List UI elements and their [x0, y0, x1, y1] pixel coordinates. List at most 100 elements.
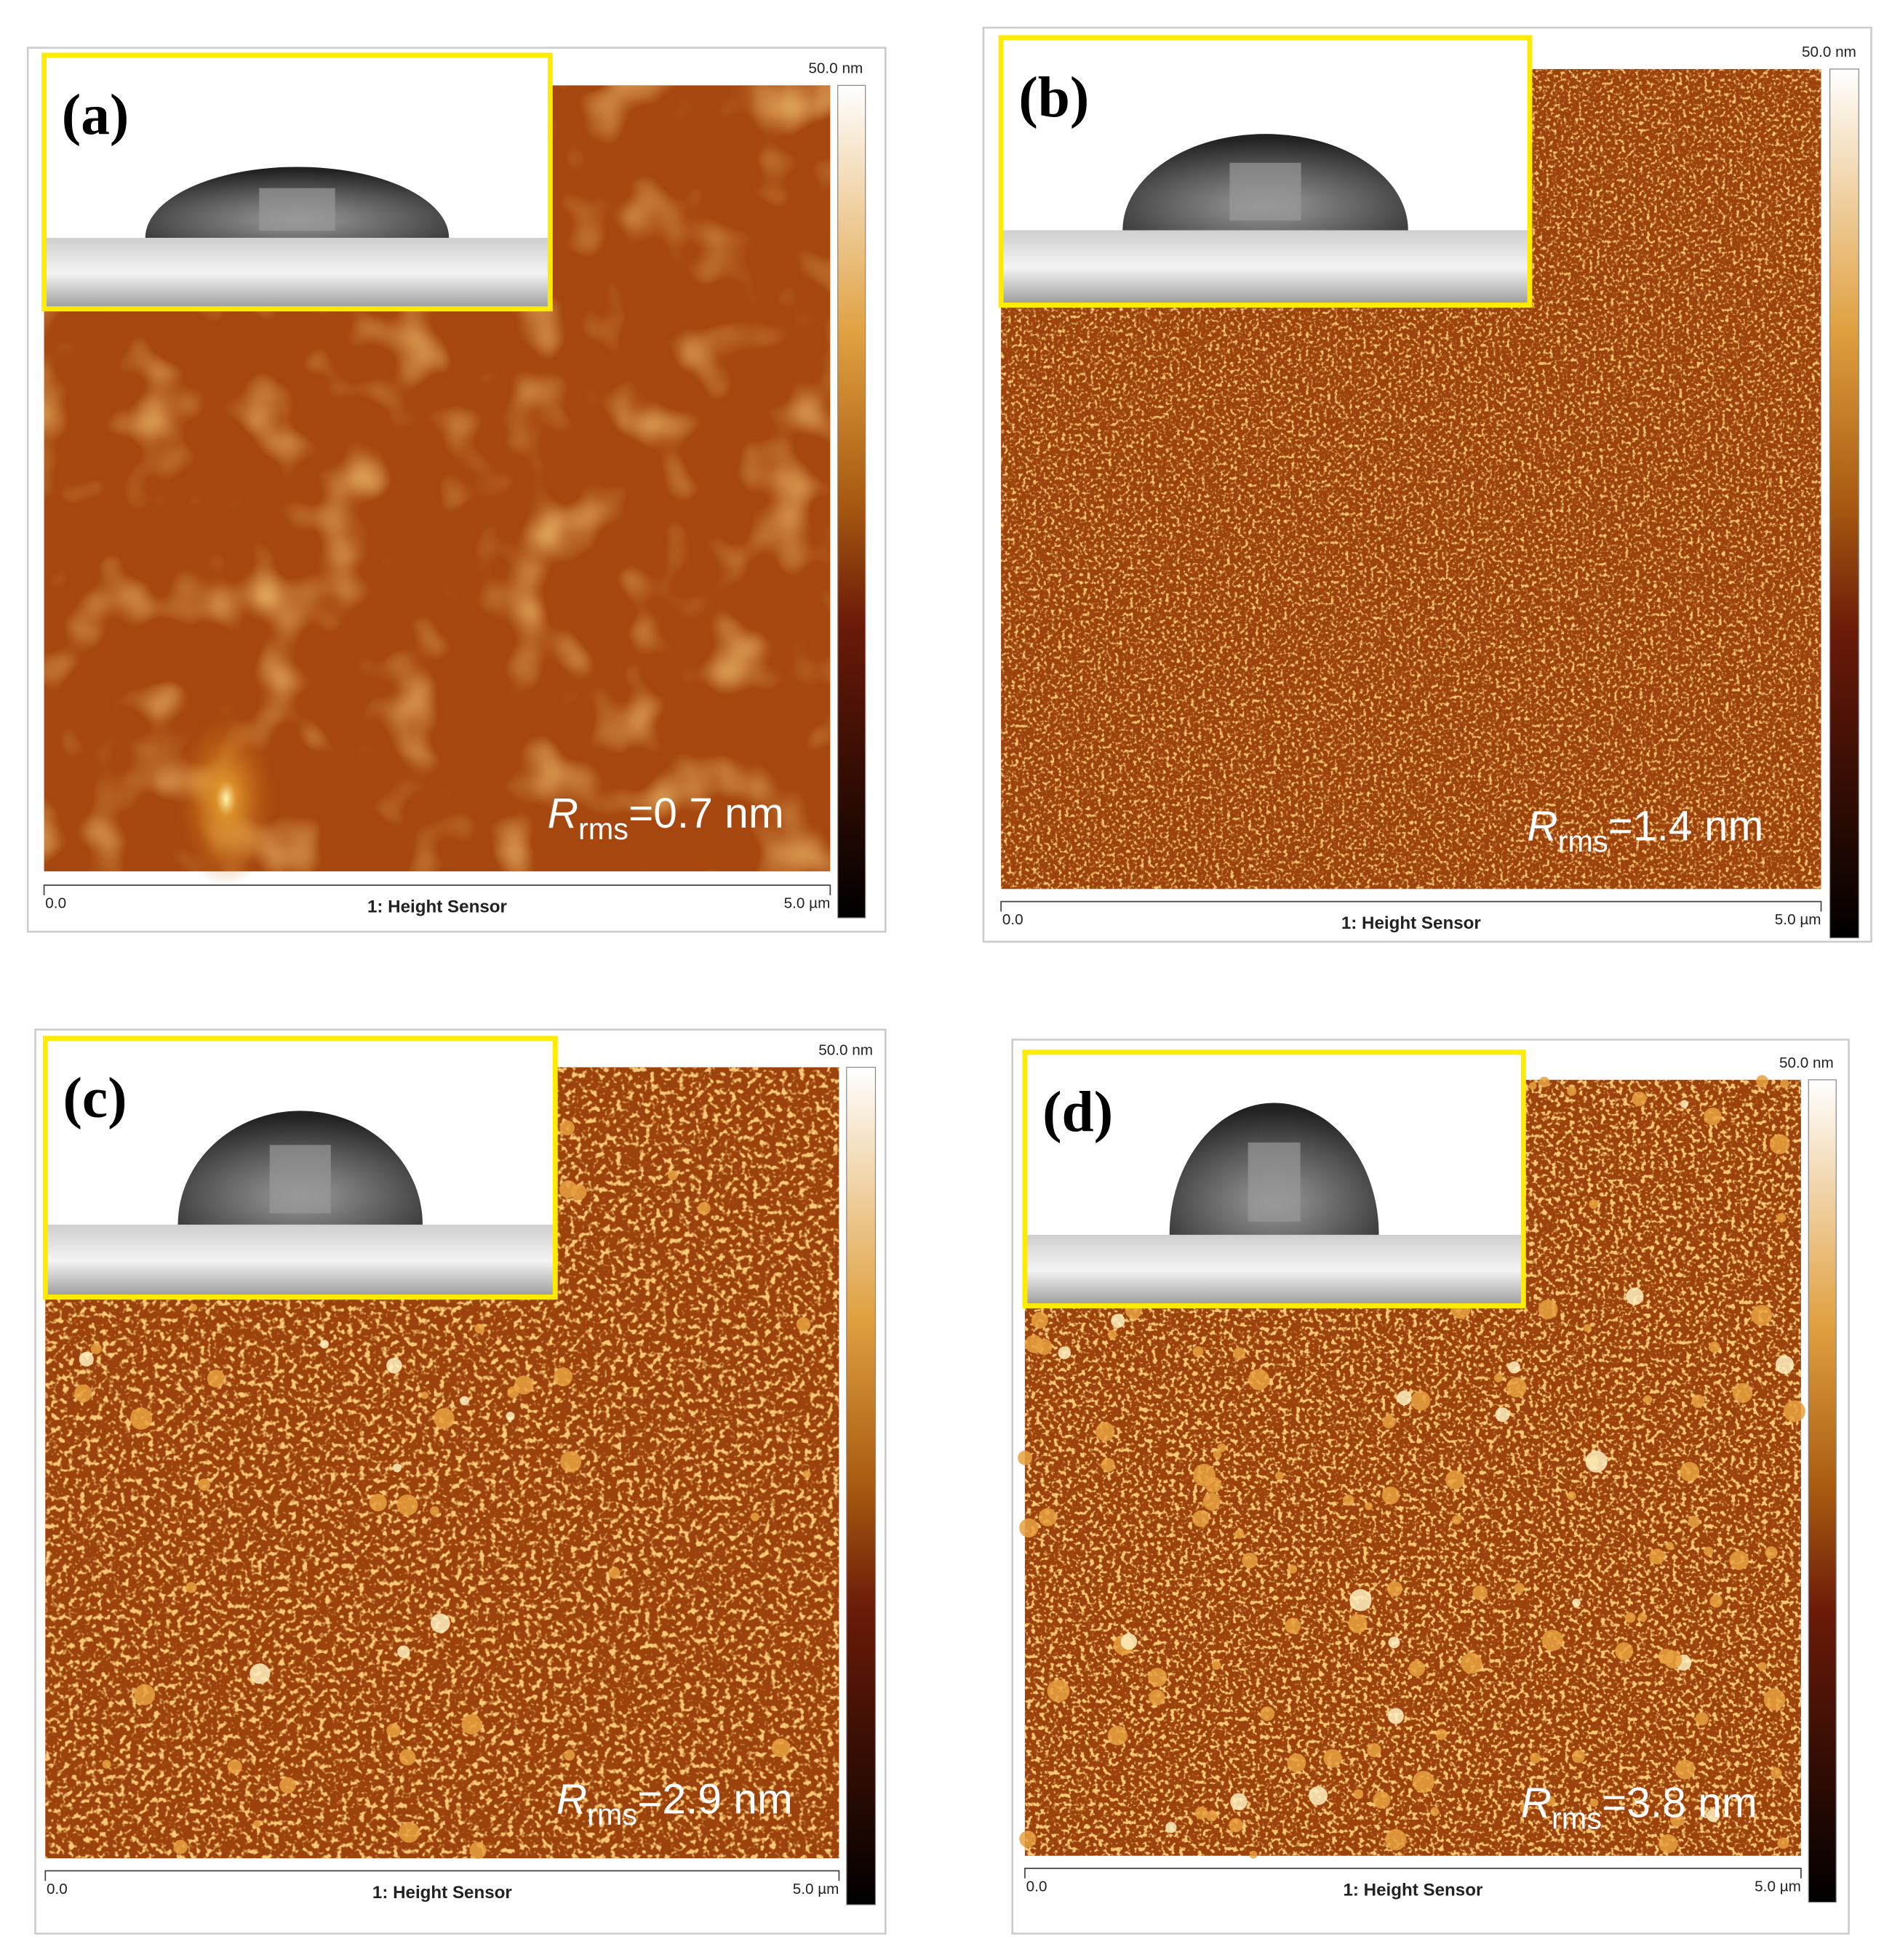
- roughness-value: =3.8 nm: [1602, 1779, 1757, 1826]
- afm-grain: [1452, 1515, 1462, 1525]
- colorbar-max-label: 50.0 nm: [1802, 44, 1856, 60]
- colorbar-max-label: 50.0 nm: [818, 1042, 873, 1059]
- afm-grain: [173, 1839, 188, 1855]
- roughness-label: Rrms=0.7 nm: [548, 790, 784, 846]
- afm-grain: [1732, 1383, 1753, 1404]
- afm-grain: [399, 1749, 416, 1766]
- afm-grain: [1756, 1075, 1768, 1088]
- roughness-subscript: rms: [1558, 824, 1608, 858]
- afm-grain: [1365, 1502, 1373, 1511]
- roughness-symbol: R: [556, 1775, 587, 1823]
- afm-grain: [1572, 1750, 1585, 1764]
- afm-grain: [1688, 1516, 1701, 1528]
- roughness-value: =0.7 nm: [628, 790, 784, 837]
- afm-grain: [369, 1493, 387, 1512]
- afm-grain: [396, 1494, 418, 1516]
- droplet-reflection: [1248, 1142, 1301, 1222]
- colorbar-max-label: 50.0 nm: [808, 60, 863, 76]
- colorbar-max-label: 50.0 nm: [1779, 1055, 1834, 1071]
- afm-grain: [79, 1351, 94, 1367]
- afm-grain: [1461, 1652, 1482, 1674]
- afm-grain: [1194, 1806, 1208, 1820]
- afm-grain: [1495, 1407, 1510, 1423]
- inset-substrate: [1001, 230, 1530, 305]
- panel-label: (a): [62, 83, 129, 147]
- afm-grain: [74, 1384, 92, 1403]
- afm-grain: [1530, 1752, 1541, 1764]
- afm-grain: [1776, 1212, 1787, 1223]
- afm-grain: [1665, 1542, 1674, 1551]
- panel-label: (b): [1018, 65, 1089, 129]
- roughness-value: =1.4 nm: [1608, 802, 1764, 849]
- afm-grain: [1408, 1660, 1426, 1677]
- afm-grain: [1217, 1443, 1226, 1452]
- channel-label: 1: Height Sensor: [1341, 913, 1482, 933]
- afm-grain: [1757, 1662, 1767, 1671]
- afm-grain: [1709, 1594, 1723, 1608]
- afm-grain: [1373, 1791, 1391, 1809]
- afm-grain: [279, 1777, 296, 1794]
- afm-grain: [129, 1407, 153, 1430]
- afm-grain: [433, 1408, 455, 1429]
- roughness-symbol: R: [548, 790, 578, 837]
- afm-grain: [1149, 1689, 1165, 1706]
- afm-grain: [1538, 1076, 1550, 1088]
- x-end-label: 5.0 µm: [1775, 911, 1821, 928]
- x-end-label: 5.0 µm: [1755, 1878, 1801, 1895]
- droplet-reflection: [1229, 162, 1301, 221]
- afm-grain: [397, 1645, 410, 1658]
- afm-grain: [1680, 1462, 1700, 1482]
- afm-grain: [1193, 1463, 1216, 1487]
- afm-grain: [1019, 1518, 1039, 1538]
- x-start-label: 0.0: [47, 1881, 68, 1897]
- afm-panel: (a) 50.0 nm 0.0 1: Height Sensor 5.0 µm Rrms=…: [26, 47, 887, 933]
- afm-grain: [1410, 1391, 1431, 1411]
- afm-grain: [1729, 1551, 1749, 1570]
- colorbar: [1808, 1079, 1837, 1903]
- afm-grain: [1704, 1546, 1714, 1556]
- afm-grain: [250, 1663, 271, 1684]
- afm-grain: [560, 1451, 582, 1473]
- afm-grain: [1783, 1400, 1805, 1423]
- afm-grain: [1572, 1598, 1581, 1607]
- afm-grain: [1643, 1395, 1653, 1404]
- afm-panel: (b) 50.0 nm 0.0 1: Height Sensor 5.0 µm Rrms=…: [982, 26, 1872, 943]
- afm-grain: [1583, 1324, 1592, 1332]
- afm-grain: [386, 1357, 402, 1374]
- afm-grain: [1388, 1636, 1400, 1649]
- x-start-label: 0.0: [1002, 911, 1023, 928]
- afm-grain: [1771, 1767, 1782, 1779]
- afm-grain: [1192, 1346, 1204, 1357]
- afm-grain: [1567, 1086, 1577, 1096]
- afm-grain: [227, 1759, 242, 1775]
- roughness-label: Rrms=3.8 nm: [1521, 1779, 1757, 1835]
- afm-grain: [1038, 1508, 1057, 1527]
- colorbar: [837, 84, 866, 919]
- afm-grain: [1435, 1729, 1448, 1740]
- afm-grain: [608, 1567, 620, 1579]
- afm-panel: (d) 50.0 nm 0.0 1: Height Sensor 5.0 µm Rrms=…: [1011, 1039, 1850, 1935]
- afm-grain: [1397, 1391, 1412, 1406]
- afm-grain: [1234, 1529, 1245, 1539]
- afm-grain: [1213, 1450, 1222, 1459]
- afm-grain: [1387, 1708, 1404, 1724]
- inset-border: [41, 52, 553, 312]
- droplet-reflection: [259, 188, 335, 231]
- panel-label: (c): [63, 1066, 127, 1130]
- afm-grain: [1107, 1329, 1117, 1340]
- afm-grain: [1707, 1809, 1720, 1823]
- afm-grain: [1680, 1100, 1688, 1108]
- afm-grain: [1541, 1629, 1563, 1652]
- afm-grain: [1649, 1548, 1665, 1564]
- afm-grain: [1386, 1581, 1403, 1597]
- afm-grain: [1381, 1487, 1400, 1505]
- afm-grain: [460, 1396, 469, 1406]
- afm-grain: [185, 1582, 197, 1593]
- afm-grain: [1095, 1422, 1115, 1441]
- colorbar: [846, 1066, 877, 1905]
- afm-grain: [430, 1613, 450, 1633]
- afm-grain: [1704, 1107, 1722, 1126]
- afm-grain: [750, 1512, 759, 1521]
- afm-grain: [1545, 1796, 1556, 1807]
- afm-grain: [320, 1340, 330, 1349]
